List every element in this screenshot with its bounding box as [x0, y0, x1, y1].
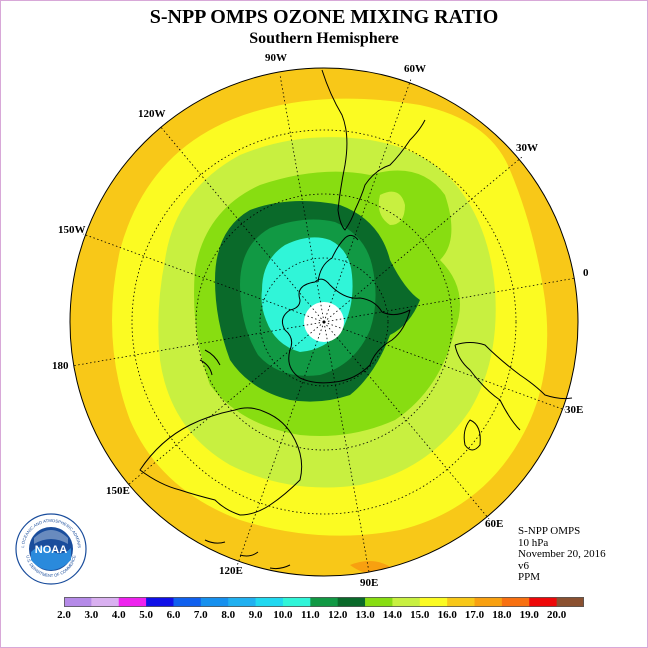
colorbar-swatch	[255, 597, 284, 607]
colorbar-tick-label: 4.0	[111, 609, 126, 621]
map-subtitle: Southern Hemisphere	[249, 30, 399, 47]
colorbar-tick-label: 7.0	[193, 609, 208, 621]
lon-label-0: 0	[583, 267, 589, 279]
colorbar-swatch	[501, 597, 530, 607]
colorbar-tick-label: 15.0	[410, 609, 430, 621]
lon-label-60w: 60W	[404, 63, 426, 75]
info-instrument: S-NPP OMPS	[518, 525, 581, 537]
info-level: 10 hPa	[518, 536, 549, 549]
colorbar-swatch	[556, 597, 584, 607]
colorbar-tick-label: 12.0	[328, 609, 348, 621]
lon-label-120w: 120W	[138, 108, 166, 120]
antarctica-coastline	[281, 278, 411, 384]
colorbar-swatch	[447, 597, 476, 607]
colorbar-swatch	[392, 597, 421, 607]
lon-label-180: 180	[52, 360, 69, 372]
australia-coast	[139, 407, 303, 516]
lon-label-90e: 90E	[360, 577, 379, 589]
colorbar-tick-label: 18.0	[492, 609, 512, 621]
info-date: November 20, 2016	[518, 548, 606, 560]
antarctic-peninsula	[317, 234, 359, 283]
lon-label-120e: 120E	[219, 565, 243, 577]
lon-label-30e: 30E	[565, 404, 584, 416]
indonesia-islands	[204, 539, 291, 570]
colorbar-tick-label: 3.0	[84, 609, 99, 621]
colorbar-swatch	[64, 597, 92, 607]
map-title: S-NPP OMPS OZONE MIXING RATIO	[149, 6, 499, 28]
south-america-coast	[321, 69, 426, 231]
colorbar-swatch	[282, 597, 311, 607]
coastlines	[139, 69, 573, 570]
colorbar-tick-label: 19.0	[519, 609, 539, 621]
new-zealand	[199, 349, 221, 376]
south-pole-marker	[322, 320, 326, 324]
lon-label-150e: 150E	[106, 485, 130, 497]
graticule	[71, 74, 577, 573]
colorbar-swatch	[365, 597, 393, 607]
colorbar-tick-label: 5.0	[139, 609, 153, 621]
noaa-logo: NOAA NATIONAL OCEANIC AND ATMOSPHERIC AD…	[14, 512, 87, 585]
colorbar-swatch	[200, 597, 229, 607]
colorbar-tick-label: 13.0	[355, 609, 375, 621]
ozone-contours	[70, 68, 578, 576]
colorbar-swatch	[146, 597, 174, 607]
colorbar-tick-label: 8.0	[221, 609, 236, 621]
info-version: v6	[518, 559, 529, 572]
colorbar-swatch	[91, 597, 120, 607]
info-units: PPM	[518, 571, 541, 583]
colorbar-swatch	[173, 597, 202, 607]
colorbar-tick-label: 11.0	[300, 609, 320, 621]
madagascar	[463, 419, 481, 451]
lon-label-30w: 30W	[516, 142, 538, 154]
map-boundary	[69, 67, 579, 577]
colorbar-tick-label: 6.0	[166, 609, 181, 621]
colorbar-swatch	[529, 597, 558, 607]
colorbar-swatch	[310, 597, 339, 607]
colorbar-swatch	[419, 597, 448, 607]
lon-label-60e: 60E	[485, 518, 504, 530]
lon-label-90w: 90W	[265, 52, 287, 64]
lon-label-150w: 150W	[58, 224, 86, 236]
colorbar-tick-label: 20.0	[546, 609, 567, 621]
colorbar-swatch	[337, 597, 366, 607]
data-info-block: S-NPP OMPS 10 hPa November 20, 2016 v6 P…	[518, 525, 606, 584]
colorbar-tick-label: 10.0	[273, 609, 293, 621]
colorbar-swatch	[228, 597, 257, 607]
africa-coast	[454, 342, 573, 431]
colorbar-outline	[64, 597, 584, 607]
colorbar-swatch	[474, 597, 503, 607]
colorbar-tick-label: 17.0	[464, 609, 485, 621]
colorbar-tick-label: 9.0	[248, 609, 263, 621]
colorbar-swatch	[118, 597, 147, 607]
colorbar-tick-label: 2.0	[57, 609, 71, 621]
colorbar-tick-label: 14.0	[382, 609, 403, 621]
colorbar	[64, 597, 584, 607]
contour-14ppm-hole	[378, 191, 405, 225]
logo-wordmark: NOAA	[35, 544, 67, 556]
colorbar-tick-label: 16.0	[437, 609, 457, 621]
